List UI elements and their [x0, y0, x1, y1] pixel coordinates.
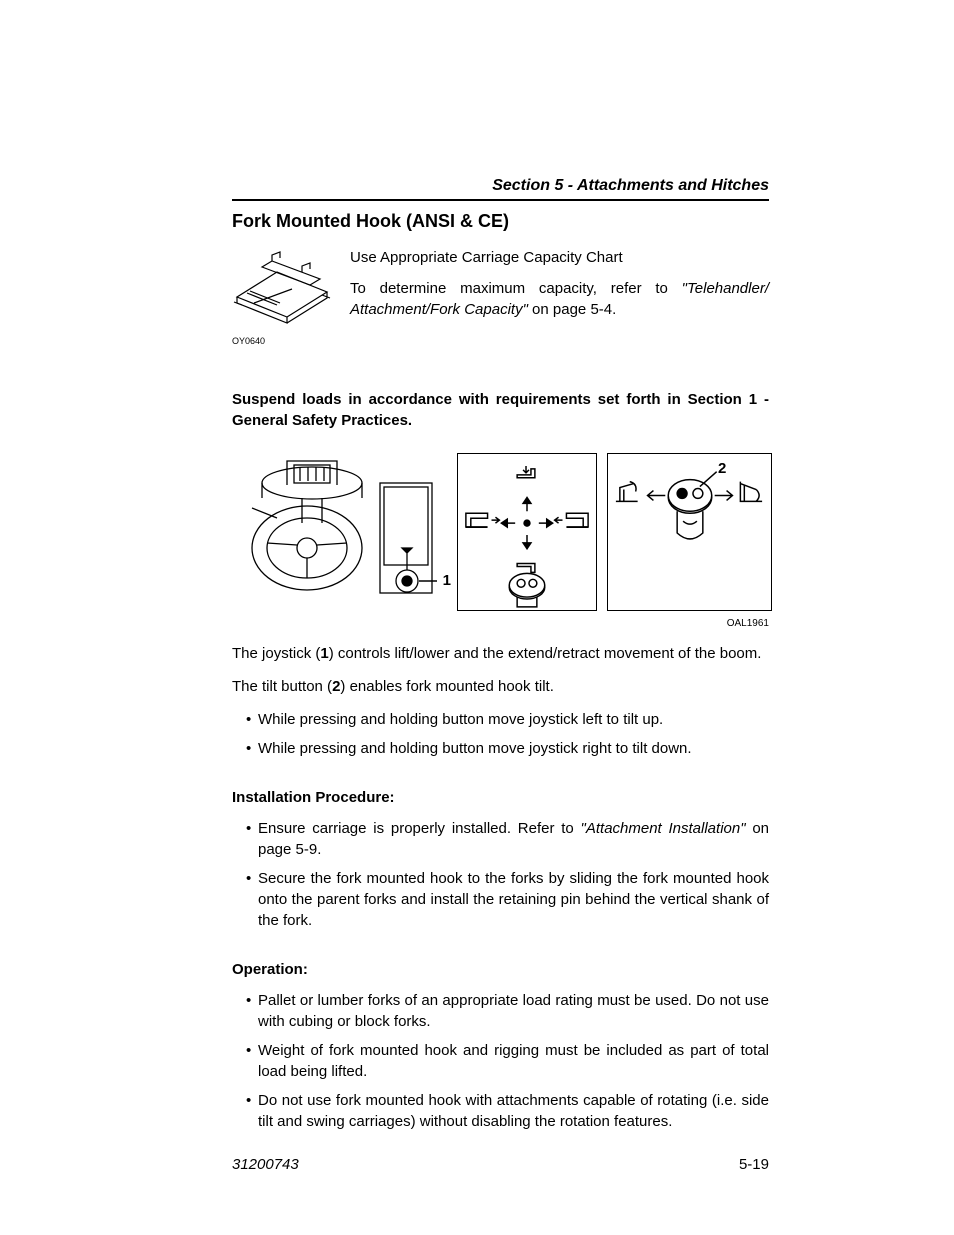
joystick-post: ) controls lift/lower and the extend/ret…: [329, 645, 762, 662]
tilt-bullets: While pressing and holding button move j…: [232, 709, 769, 759]
list-item: While pressing and holding button move j…: [246, 709, 769, 730]
suspend-note: Suspend loads in accordance with require…: [232, 389, 769, 431]
footer-docnum: 31200743: [232, 1154, 299, 1175]
install-heading: Installation Procedure:: [232, 787, 769, 808]
list-item: Do not use fork mounted hook with attach…: [246, 1090, 769, 1132]
cap-prefix: To determine maximum capacity, refer to: [350, 280, 682, 297]
section-header: Section 5 - Attachments and Hitches: [232, 175, 769, 201]
figure-code: OAL1961: [232, 617, 769, 631]
list-item: While pressing and holding button move j…: [246, 738, 769, 759]
carriage-icon-code: OY0640: [232, 335, 332, 348]
tilt-post: ) enables fork mounted hook tilt.: [340, 678, 553, 695]
tilt-para: The tilt button (2) enables fork mounted…: [232, 676, 769, 697]
carriage-icon: OY0640: [232, 247, 332, 348]
intro-capacity-line: To determine maximum capacity, refer to …: [350, 278, 769, 320]
diagram-tilt: 2: [607, 453, 772, 611]
operation-heading: Operation:: [232, 959, 769, 980]
install-b1-ref: "Attachment Installation": [581, 820, 746, 837]
operation-bullets: Pallet or lumber forks of an appropriate…: [232, 990, 769, 1132]
joystick-pre: The joystick (: [232, 645, 320, 662]
list-item: Ensure carriage is properly installed. R…: [246, 818, 769, 860]
install-b1-pre: Ensure carriage is properly installed. R…: [258, 820, 581, 837]
joystick-num: 1: [320, 645, 328, 662]
page-title: Fork Mounted Hook (ANSI & CE): [232, 209, 769, 234]
joystick-para: The joystick (1) controls lift/lower and…: [232, 643, 769, 664]
install-bullets: Ensure carriage is properly installed. R…: [232, 818, 769, 931]
intro-row: OY0640 Use Appropriate Carriage Capacity…: [232, 247, 769, 348]
list-item: Pallet or lumber forks of an appropriate…: [246, 990, 769, 1032]
diagram-label-1: 1: [443, 570, 451, 591]
tilt-pre: The tilt button (: [232, 678, 332, 695]
cap-suffix: on page 5-4.: [528, 301, 616, 318]
diagram-label-2: 2: [718, 458, 726, 479]
page-footer: 31200743 5-19: [232, 1154, 769, 1175]
diagram-arrows: [457, 453, 597, 611]
intro-text: Use Appropriate Carriage Capacity Chart …: [350, 247, 769, 348]
footer-pagenum: 5-19: [739, 1154, 769, 1175]
list-item: Weight of fork mounted hook and rigging …: [246, 1040, 769, 1082]
list-item: Secure the fork mounted hook to the fork…: [246, 868, 769, 931]
intro-chart-line: Use Appropriate Carriage Capacity Chart: [350, 247, 769, 268]
diagram-steering: 1: [232, 453, 447, 611]
diagram-row: 1: [232, 453, 769, 611]
